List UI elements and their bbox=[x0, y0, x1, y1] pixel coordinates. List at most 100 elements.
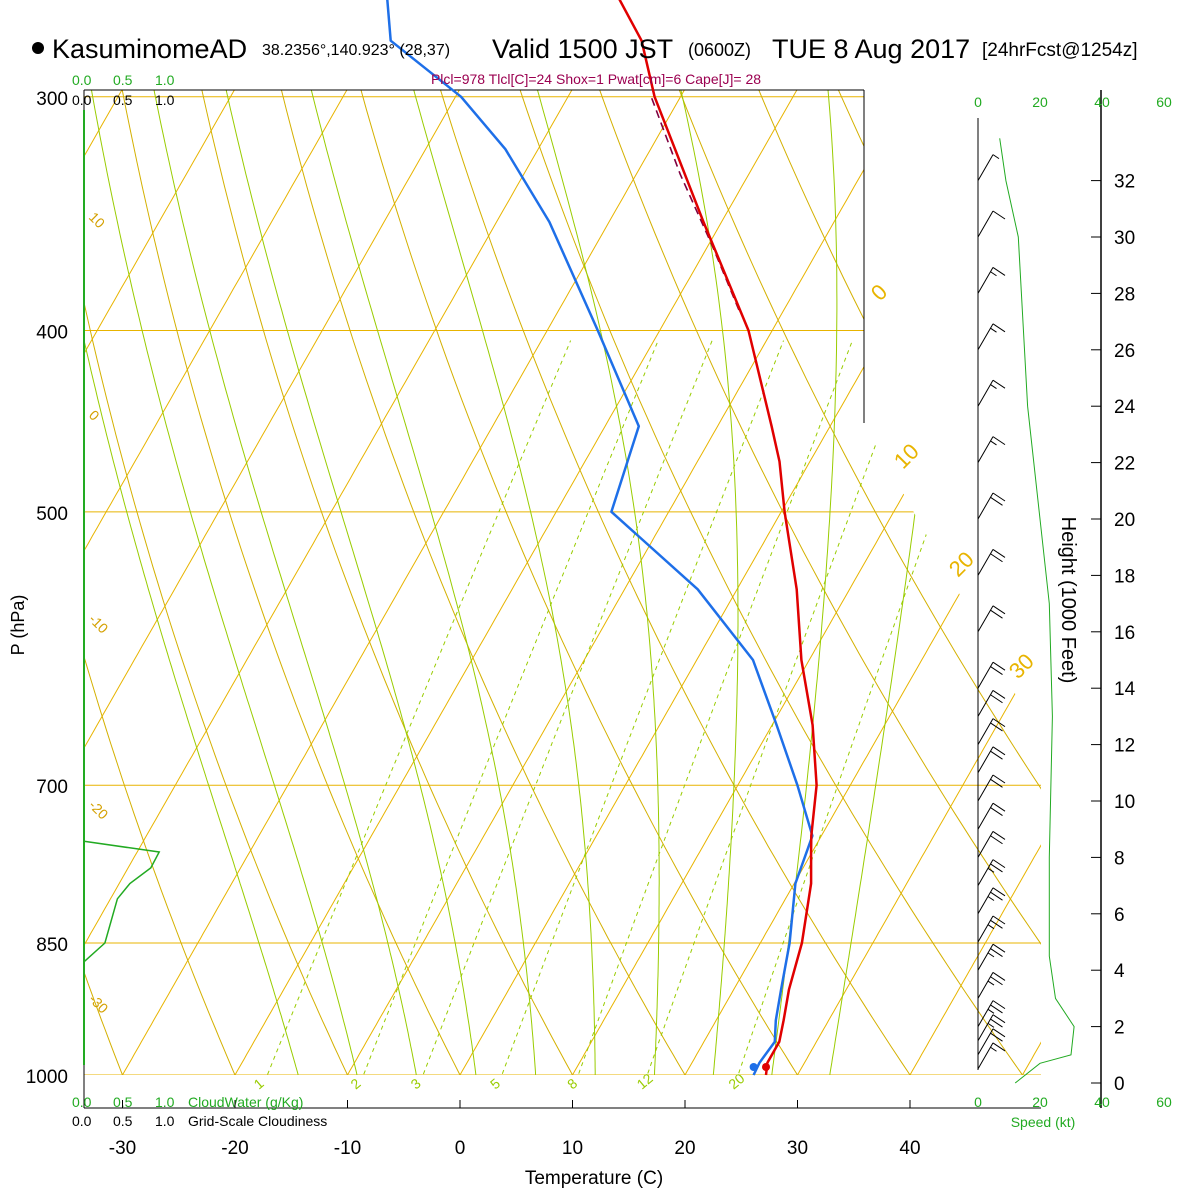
barb-flag bbox=[992, 915, 1006, 925]
speed-bot-20: 20 bbox=[1032, 1094, 1048, 1110]
barb-flag bbox=[990, 609, 1003, 619]
wind-barb bbox=[977, 492, 1006, 520]
y-tick-label: 500 bbox=[36, 504, 68, 525]
dry-adiabat bbox=[169, 90, 606, 1075]
barb-flag bbox=[992, 887, 1006, 897]
barb-flag bbox=[992, 746, 1006, 756]
isotherm-label: -30 bbox=[86, 991, 112, 1017]
height-tick-label: 8 bbox=[1114, 848, 1125, 869]
wind-barb bbox=[977, 915, 1006, 943]
wind-barb bbox=[977, 379, 1006, 407]
barb-flag bbox=[990, 1032, 1003, 1042]
barb-flag bbox=[992, 1000, 1006, 1010]
isotherm-label: -10 bbox=[86, 611, 112, 637]
y-tick-label: 850 bbox=[36, 935, 68, 956]
wind-barb bbox=[977, 831, 1006, 858]
mixing-ratio-line bbox=[243, 340, 572, 1075]
barb-flag bbox=[992, 1014, 1006, 1024]
parcel-line bbox=[650, 96, 740, 311]
barb-flag bbox=[992, 774, 1006, 784]
mixing-ratio-line bbox=[339, 340, 659, 1075]
barb-staff bbox=[977, 323, 994, 351]
height-tick-label: 26 bbox=[1114, 341, 1135, 362]
barb-staff bbox=[977, 1042, 994, 1070]
isotherm-label: 0 bbox=[86, 407, 103, 424]
barb-flag bbox=[990, 863, 1003, 873]
barb-half bbox=[990, 1046, 997, 1052]
barb-flag bbox=[992, 492, 1006, 502]
speed-top-20: 20 bbox=[1032, 94, 1048, 110]
x-tick-label: 10 bbox=[562, 1138, 583, 1159]
speed-bot-60: 60 bbox=[1156, 1094, 1172, 1110]
theta-label: 0 bbox=[866, 279, 892, 305]
isotherm-line bbox=[88, 90, 785, 1075]
theta-label: 20 bbox=[944, 547, 979, 582]
wind-barb bbox=[977, 887, 1006, 915]
mixing-ratio-line bbox=[717, 340, 997, 1075]
temperature-line bbox=[618, 0, 818, 1076]
valid-date: TUE 8 Aug 2017 bbox=[772, 34, 970, 64]
cloud-axis-top: 0.0 0.5 1.0 0.0 0.5 1.0 bbox=[72, 72, 175, 108]
theta-label: 10 bbox=[889, 439, 924, 474]
y-tick-label: 1000 bbox=[26, 1067, 68, 1088]
x-axis-title: Temperature (C) bbox=[525, 1168, 663, 1189]
barb-staff bbox=[977, 859, 994, 886]
barb-half bbox=[987, 896, 995, 901]
dry-adiabat bbox=[395, 90, 951, 1075]
barb-staff bbox=[977, 267, 994, 294]
isotherm-line bbox=[763, 90, 1041, 1075]
dry-adiabat bbox=[84, 90, 262, 1075]
wind-barb bbox=[977, 661, 1006, 689]
dry-adiabat bbox=[1074, 0, 1200, 1134]
barb-half bbox=[990, 440, 997, 446]
speed-axis-top: 0 20 40 60 bbox=[974, 94, 1172, 110]
moist-adiabat bbox=[488, 90, 660, 1075]
mixing-ratio-label: 5 bbox=[487, 1075, 503, 1092]
barb-staff bbox=[977, 972, 994, 999]
barb-half bbox=[987, 924, 995, 930]
stability-indices: Plcl=978 Tlcl[C]=24 Shox=1 Pwat[cm]=6 Ca… bbox=[431, 71, 761, 87]
x-ticks: -30 -20 -10 0 10 20 30 40 bbox=[109, 1100, 921, 1159]
barb-flag bbox=[990, 1004, 1003, 1014]
barb-staff bbox=[977, 690, 994, 717]
mixing-ratio-line bbox=[479, 340, 784, 1075]
isotherm-line bbox=[876, 90, 1041, 1075]
barb-flag bbox=[990, 807, 1003, 816]
wind-barbs bbox=[977, 154, 1006, 1070]
wind-barb bbox=[977, 323, 1006, 351]
moist-adiabat bbox=[636, 90, 739, 1075]
station-name: KasuminomeAD bbox=[52, 34, 247, 64]
barb-flag bbox=[992, 802, 1006, 812]
x-tick-label: -30 bbox=[109, 1138, 136, 1159]
barb-flag bbox=[990, 722, 1003, 732]
x-tick-label: 40 bbox=[899, 1138, 920, 1159]
barb-flag bbox=[992, 1042, 1006, 1052]
valid-time: Valid 1500 JST bbox=[492, 34, 673, 64]
plot-frame bbox=[83, 89, 1041, 1109]
barb-flag bbox=[990, 1018, 1003, 1028]
valid-zulu: (0600Z) bbox=[688, 40, 751, 60]
cloud-bot-green-2: 1.0 bbox=[155, 1094, 175, 1110]
y-axis-title: P (hPa) bbox=[8, 595, 28, 656]
cloudwater-label: CloudWater (g/Kg) bbox=[188, 1094, 303, 1110]
height-tick-label: 22 bbox=[1114, 454, 1135, 475]
barb-flag bbox=[992, 831, 1006, 840]
wind-barb bbox=[977, 972, 1006, 999]
moist-adiabat bbox=[122, 90, 427, 1075]
barb-flag bbox=[990, 919, 1003, 929]
barb-flag bbox=[992, 379, 1006, 389]
dry-adiabat bbox=[470, 90, 1041, 1075]
dry-adiabat bbox=[1149, 0, 1200, 1134]
isotherm-line bbox=[426, 90, 1041, 1075]
barb-flag bbox=[992, 718, 1006, 728]
wind-barb bbox=[977, 859, 1006, 886]
wind-barb bbox=[977, 690, 1006, 717]
speed-top-0: 0 bbox=[974, 94, 982, 110]
wind-barb bbox=[977, 1042, 1006, 1070]
moist-adiabat bbox=[763, 90, 838, 1075]
theta-label: 30 bbox=[1004, 649, 1039, 684]
barb-flag bbox=[992, 436, 1006, 446]
cloud-top-green-1: 0.5 bbox=[113, 72, 133, 88]
forecast-info: [24hrFcst@1254z] bbox=[982, 40, 1138, 61]
